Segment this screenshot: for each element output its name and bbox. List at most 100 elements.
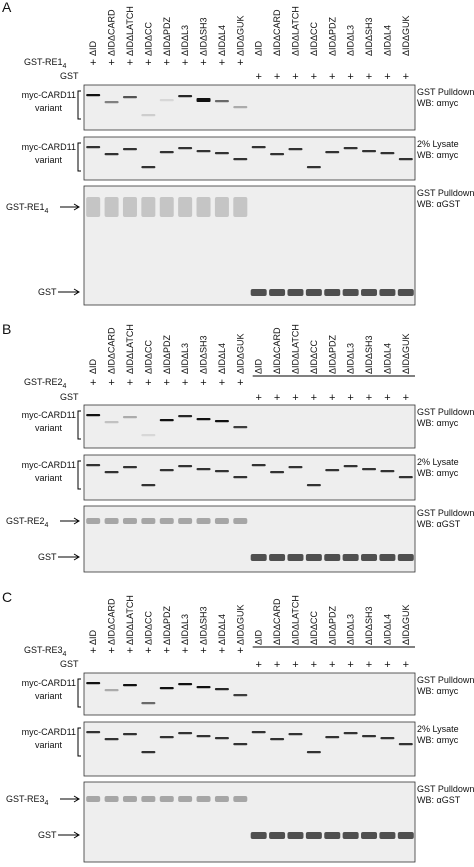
band (122, 518, 137, 524)
lane-label: ΔIDΔSH3 (364, 606, 374, 645)
band (104, 471, 119, 474)
band (342, 554, 359, 561)
band (86, 146, 101, 149)
panel-letter: C (2, 589, 12, 605)
lane-label: ΔIDΔGUK (235, 604, 245, 645)
band (178, 683, 193, 686)
lane-label: ΔIDΔL3 (346, 25, 356, 56)
myc-label: myc-CARD11 (22, 678, 76, 688)
subscript: 4 (45, 208, 49, 215)
band (86, 796, 101, 802)
band (324, 289, 341, 296)
bait-row-label: GST-RE24 (24, 377, 67, 390)
plus-sign: + (200, 57, 206, 69)
plus-sign: + (366, 659, 372, 671)
plus-sign: + (108, 645, 114, 657)
band (214, 518, 229, 524)
blot (83, 404, 416, 449)
blot-label: WB: αmyc (417, 150, 459, 160)
band (233, 106, 248, 109)
band (325, 736, 340, 739)
lane-label: ΔIDΔSH3 (199, 606, 209, 645)
lane-label: ΔIDΔPDZ (327, 334, 337, 374)
myc-label: variant (35, 473, 63, 483)
band (379, 832, 396, 839)
band (214, 688, 229, 691)
band (397, 289, 414, 296)
plus-sign: + (127, 377, 133, 389)
band (122, 796, 137, 802)
plus-sign: + (329, 392, 335, 404)
lane-label: ΔIDΔLATCH (290, 324, 300, 374)
lane-label: ΔID (254, 629, 264, 645)
lane-label: ΔID (88, 629, 98, 645)
myc-label: variant (35, 740, 63, 750)
lane-label: ΔIDΔL4 (217, 614, 227, 645)
band (361, 289, 378, 296)
subscript: 4 (63, 651, 67, 658)
band (306, 166, 321, 169)
arrow (58, 288, 80, 296)
band (178, 147, 193, 150)
lane-label: ΔIDΔPDZ (162, 16, 172, 56)
blot-label: GST Pulldown (417, 407, 474, 417)
gst-arrow-label: GST (38, 552, 57, 562)
lane-label: ΔIDΔPDZ (162, 334, 172, 374)
bracket (77, 142, 81, 172)
band (159, 518, 174, 524)
band (104, 101, 119, 104)
band (288, 466, 303, 469)
band (86, 731, 101, 734)
band (104, 153, 119, 156)
band (178, 518, 193, 524)
band (122, 466, 137, 469)
band (305, 554, 322, 561)
band (361, 554, 378, 561)
control-row-label: GST (60, 659, 79, 669)
lane-label: ΔIDΔSH3 (199, 335, 209, 374)
band (325, 151, 340, 154)
band (398, 743, 413, 746)
myc-label: variant (35, 691, 63, 701)
band (196, 796, 211, 802)
lane-label: ΔIDΔCARD (272, 598, 282, 645)
myc-label: myc-CARD11 (22, 460, 76, 470)
plus-sign: + (108, 377, 114, 389)
lane-label: ΔIDΔLATCH (125, 595, 135, 645)
bracket (77, 410, 81, 440)
band (361, 832, 378, 839)
subscript: 4 (63, 383, 67, 390)
band (270, 153, 285, 156)
band (214, 796, 229, 802)
blot-label: 2% Lysate (417, 724, 459, 734)
plus-sign: + (403, 392, 409, 404)
band (86, 414, 101, 417)
bracket (77, 90, 81, 120)
band (362, 150, 377, 153)
band (141, 114, 156, 117)
band (288, 148, 303, 151)
plus-sign: + (219, 57, 225, 69)
band (141, 751, 156, 754)
band (233, 518, 248, 524)
plus-sign: + (329, 659, 335, 671)
blot (83, 781, 416, 863)
band (380, 737, 395, 740)
plus-sign: + (403, 71, 409, 83)
plus-sign: + (108, 57, 114, 69)
plus-sign: + (200, 377, 206, 389)
lane-label: ΔIDΔL3 (180, 343, 190, 374)
band (379, 289, 396, 296)
band (233, 426, 248, 429)
plus-sign: + (347, 659, 353, 671)
blot (83, 505, 416, 573)
band (379, 554, 396, 561)
band (86, 197, 101, 217)
plus-sign: + (255, 71, 261, 83)
lane-label: ΔIDΔPDZ (162, 605, 172, 645)
band (86, 94, 101, 97)
band (159, 469, 174, 472)
band (178, 95, 193, 98)
band (250, 554, 267, 561)
band (250, 832, 267, 839)
